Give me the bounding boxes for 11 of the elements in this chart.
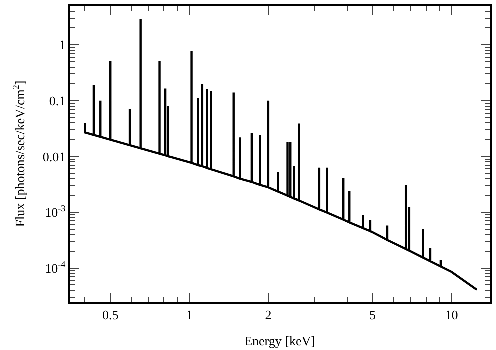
x-tick-label: 5 bbox=[370, 307, 376, 322]
y-tick-label: 10$^{-4}$ bbox=[45, 259, 66, 276]
y-tick-label: 10$^{-3}$ bbox=[45, 204, 66, 220]
x-tick-label: 0.5 bbox=[102, 307, 119, 322]
x-tick-label: 1 bbox=[186, 307, 193, 322]
x-axis-title: Energy [keV] bbox=[244, 333, 316, 348]
y-tick-label: 0.01 bbox=[42, 149, 66, 164]
y-tick-label: 0.1 bbox=[49, 93, 66, 108]
x-tick-label: 2 bbox=[265, 307, 272, 322]
y-tick-label: 1 bbox=[59, 38, 66, 53]
x-tick-label: 10 bbox=[445, 307, 458, 322]
